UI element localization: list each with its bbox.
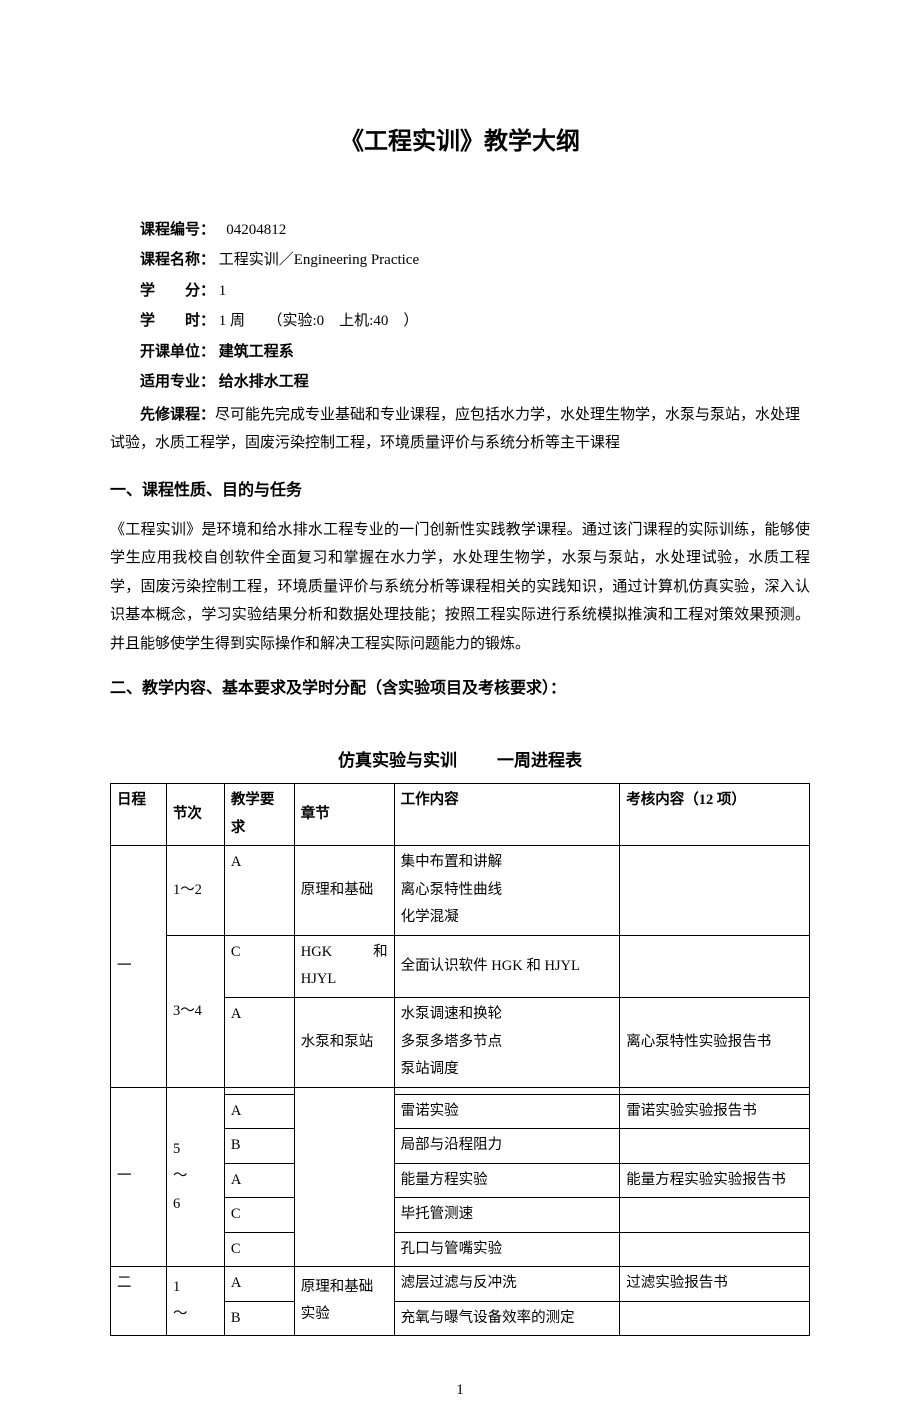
section-2-heading: 二、教学内容、基本要求及学时分配（含实验项目及考核要求）： bbox=[110, 674, 810, 704]
table-header-row: 日程 节次 教学要求 章节 工作内容 考核内容（12 项） bbox=[111, 784, 810, 846]
hours-line: 学 时： 1 周 （实验:0 上机:40 ） bbox=[110, 307, 810, 336]
credit-value: 1 bbox=[219, 283, 227, 299]
cell-work: 毕托管测速 bbox=[394, 1198, 620, 1233]
cell-req: A bbox=[224, 1094, 294, 1129]
th-session: 节次 bbox=[166, 784, 224, 846]
cell-work: 集中布置和讲解 离心泵特性曲线 化学混凝 bbox=[394, 846, 620, 936]
cell-req: A bbox=[224, 846, 294, 936]
cell-req: C bbox=[224, 1232, 294, 1267]
section-1-heading: 一、课程性质、目的与任务 bbox=[110, 476, 810, 506]
cell-work: 能量方程实验 bbox=[394, 1163, 620, 1198]
cell-assess: 过滤实验报告书 bbox=[620, 1267, 810, 1302]
cell-req: A bbox=[224, 1163, 294, 1198]
cell-work: 雷诺实验 bbox=[394, 1094, 620, 1129]
section-1-body: 《工程实训》是环境和给水排水工程专业的一门创新性实践教学课程。通过该门课程的实际… bbox=[110, 516, 810, 659]
course-code-label: 课程编号： bbox=[140, 222, 215, 238]
cell-session: 1 ～ bbox=[166, 1267, 224, 1336]
cell-assess: 离心泵特性实验报告书 bbox=[620, 998, 810, 1088]
cell-assess bbox=[620, 1198, 810, 1233]
cell-work: 局部与沿程阻力 bbox=[394, 1129, 620, 1164]
th-assess: 考核内容（12 项） bbox=[620, 784, 810, 846]
course-name-line: 课程名称： 工程实训／Engineering Practice bbox=[110, 246, 810, 275]
cell-work: 充氧与曝气设备效率的测定 bbox=[394, 1301, 620, 1336]
cell-session: 3～4 bbox=[166, 935, 224, 1087]
page-number: 1 bbox=[110, 1376, 810, 1405]
cell-date: 一 bbox=[111, 1087, 167, 1267]
th-work: 工作内容 bbox=[394, 784, 620, 846]
course-name-label: 课程名称： bbox=[140, 252, 215, 268]
major-label: 适用专业： bbox=[140, 374, 215, 390]
cell-work: 全面认识软件 HGK 和 HJYL bbox=[394, 935, 620, 997]
cell-assess bbox=[620, 846, 810, 936]
cell-session: 1～2 bbox=[166, 846, 224, 936]
hours-value: 1 周 （实验:0 上机:40 ） bbox=[219, 313, 419, 329]
cell-assess bbox=[620, 1129, 810, 1164]
cell-date: 二 bbox=[111, 1267, 167, 1336]
table-title-right: 一周进程表 bbox=[497, 751, 582, 770]
dept-label: 开课单位： bbox=[140, 344, 215, 360]
course-name-value: 工程实训／Engineering Practice bbox=[219, 252, 419, 268]
table-title-left: 仿真实验与实训 bbox=[338, 751, 457, 770]
cell-chapter: 原理和基础实验 bbox=[294, 1267, 394, 1336]
cell-req bbox=[224, 1087, 294, 1094]
page-title: 《工程实训》教学大纲 bbox=[110, 120, 810, 166]
dept-value: 建筑工程系 bbox=[219, 344, 294, 360]
th-date: 日程 bbox=[111, 784, 167, 846]
schedule-table: 日程 节次 教学要求 章节 工作内容 考核内容（12 项） 一 1～2 A 原理… bbox=[110, 783, 810, 1336]
table-row: 一 5 ～ 6 bbox=[111, 1087, 810, 1094]
table-row: 二 1 ～ A 原理和基础实验 滤层过滤与反冲洗 过滤实验报告书 bbox=[111, 1267, 810, 1302]
cell-work: 滤层过滤与反冲洗 bbox=[394, 1267, 620, 1302]
cell-req: A bbox=[224, 1267, 294, 1302]
credit-label: 学 分： bbox=[140, 283, 215, 299]
table-title: 仿真实验与实训 一周进程表 bbox=[110, 745, 810, 777]
cell-req: C bbox=[224, 1198, 294, 1233]
cell-req: B bbox=[224, 1129, 294, 1164]
credit-line: 学 分： 1 bbox=[110, 277, 810, 306]
cell-work: 孔口与管嘴实验 bbox=[394, 1232, 620, 1267]
major-value: 给水排水工程 bbox=[219, 374, 309, 390]
cell-chapter: 原理和基础 bbox=[294, 846, 394, 936]
dept-line: 开课单位： 建筑工程系 bbox=[110, 338, 810, 367]
cell-assess: 能量方程实验实验报告书 bbox=[620, 1163, 810, 1198]
cell-work bbox=[394, 1087, 620, 1094]
cell-chapter: 水泵和泵站 bbox=[294, 998, 394, 1088]
cell-date: 一 bbox=[111, 846, 167, 1087]
cell-assess: 雷诺实验实验报告书 bbox=[620, 1094, 810, 1129]
cell-assess bbox=[620, 1301, 810, 1336]
th-req: 教学要求 bbox=[224, 784, 294, 846]
cell-assess bbox=[620, 1087, 810, 1094]
course-code-line: 课程编号： 04204812 bbox=[110, 216, 810, 245]
cell-req: B bbox=[224, 1301, 294, 1336]
cell-assess bbox=[620, 1232, 810, 1267]
cell-chapter bbox=[294, 1087, 394, 1267]
major-line: 适用专业： 给水排水工程 bbox=[110, 368, 810, 397]
hours-label: 学 时： bbox=[140, 313, 215, 329]
table-row: 3～4 C HGK 和 HJYL 全面认识软件 HGK 和 HJYL bbox=[111, 935, 810, 997]
cell-chapter: HGK 和 HJYL bbox=[294, 935, 394, 997]
cell-req: C bbox=[224, 935, 294, 997]
cell-session: 5 ～ 6 bbox=[166, 1087, 224, 1267]
table-row: 一 1～2 A 原理和基础 集中布置和讲解 离心泵特性曲线 化学混凝 bbox=[111, 846, 810, 936]
cell-assess bbox=[620, 935, 810, 997]
th-chapter: 章节 bbox=[294, 784, 394, 846]
cell-req: A bbox=[224, 998, 294, 1088]
prereq-label: 先修课程： bbox=[140, 407, 215, 423]
prereq-line: 先修课程：尽可能先完成专业基础和专业课程，应包括水力学，水处理生物学，水泵与泵站… bbox=[110, 401, 810, 458]
cell-work: 水泵调速和换轮 多泵多塔多节点 泵站调度 bbox=[394, 998, 620, 1088]
